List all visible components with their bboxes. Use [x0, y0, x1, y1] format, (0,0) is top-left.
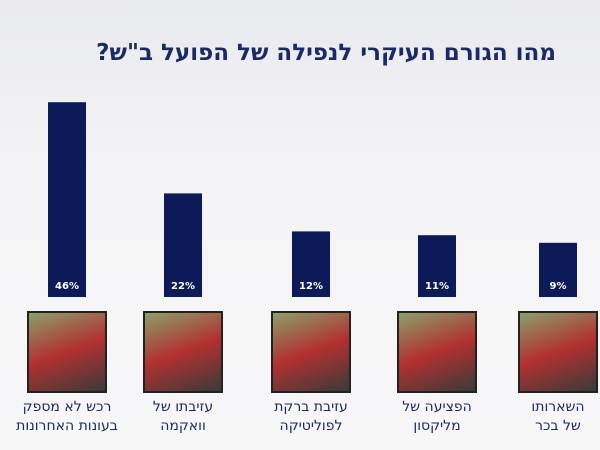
category-label: עזיבת ברקת לפוליטיקה: [274, 399, 348, 434]
chart-title: מהו הגורם העיקרי לנפילה של הפועל ב"ש?: [96, 40, 556, 66]
photo: [518, 311, 598, 393]
bar: [539, 242, 577, 297]
category-label: עזיבתו של וואקמה: [152, 399, 214, 434]
value-label: 11%: [425, 281, 449, 292]
photo: [27, 311, 107, 393]
value-label: 12%: [299, 281, 323, 292]
photo: [271, 311, 351, 393]
value-label: 46%: [55, 281, 79, 292]
photo: [143, 311, 223, 393]
bar: [418, 235, 456, 297]
category-label: השארותו של בכר: [531, 399, 585, 434]
value-label: 9%: [550, 281, 567, 292]
photo: [397, 311, 477, 393]
category-label: רכש לא מספק בעונות האחרונות: [16, 399, 118, 434]
bar: [48, 102, 86, 297]
category-label: הפציעה של מליקסון: [402, 399, 472, 434]
bar: [164, 193, 202, 297]
bar: [292, 231, 330, 297]
value-label: 22%: [171, 281, 195, 292]
